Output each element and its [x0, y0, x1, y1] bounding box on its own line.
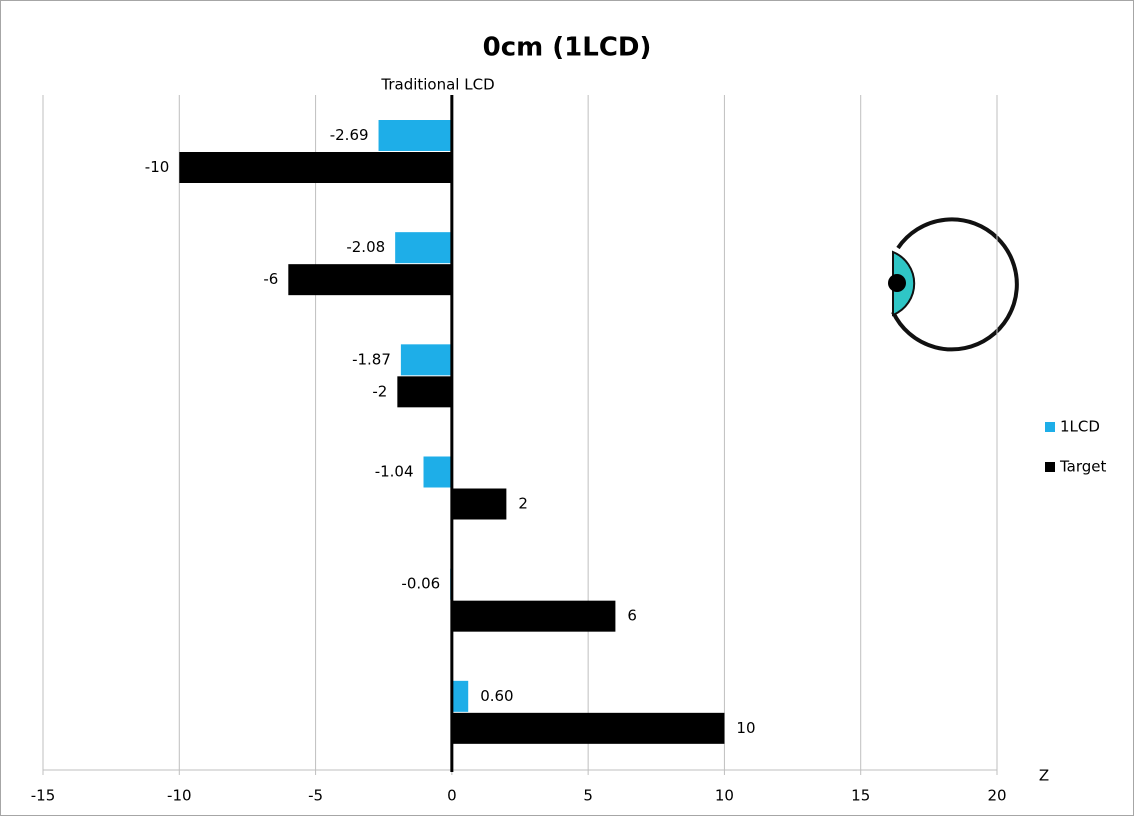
annotation: Traditional LCD — [380, 76, 494, 94]
chart-title: 0cm (1LCD) — [483, 33, 652, 63]
legend-label: 1LCD — [1060, 418, 1100, 436]
eye-outline — [891, 217, 1019, 352]
data-label: -6 — [263, 270, 278, 288]
data-label: -2.08 — [346, 238, 385, 256]
x-axis-label: Z — [1039, 767, 1049, 785]
x-tick-label: 20 — [987, 787, 1006, 805]
data-label: 6 — [627, 607, 637, 625]
data-label: -0.06 — [401, 575, 440, 593]
eye-illustration — [810, 160, 1019, 410]
x-tick-label: -5 — [308, 787, 323, 805]
data-label: 10 — [736, 719, 755, 737]
bar — [451, 680, 469, 712]
bar — [288, 264, 452, 296]
bar — [395, 232, 452, 264]
legend-label: Target — [1059, 458, 1107, 476]
x-tick-label: 15 — [851, 787, 870, 805]
data-label: -2 — [372, 382, 387, 400]
bar — [397, 376, 452, 408]
x-tick-label: 0 — [447, 787, 457, 805]
legend-swatch — [1045, 462, 1055, 472]
x-tick-label: 10 — [715, 787, 734, 805]
bar — [423, 456, 452, 488]
data-label: 2 — [518, 495, 528, 513]
eye-pupil — [888, 274, 906, 292]
bar — [400, 344, 452, 376]
x-tick-label: -15 — [31, 787, 56, 805]
x-tick-label: 5 — [583, 787, 593, 805]
data-label: 0.60 — [480, 687, 513, 705]
bar — [179, 152, 452, 183]
bar — [451, 712, 725, 744]
bar — [378, 120, 452, 151]
legend-swatch — [1045, 422, 1055, 432]
data-label: -2.69 — [330, 126, 369, 144]
data-label: -10 — [145, 158, 170, 176]
bar — [451, 488, 507, 520]
data-label: -1.04 — [375, 463, 414, 481]
bar — [451, 600, 616, 632]
data-label: -1.87 — [352, 350, 391, 368]
x-tick-label: -10 — [167, 787, 192, 805]
